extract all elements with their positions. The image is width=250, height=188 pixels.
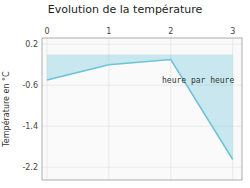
plot-background bbox=[42, 38, 242, 180]
y-tick-label: -1.4 bbox=[22, 122, 38, 131]
line bbox=[47, 60, 233, 160]
x-tick-label: 0 bbox=[44, 27, 49, 36]
grid bbox=[42, 38, 242, 180]
x-tick-label: 2 bbox=[168, 27, 173, 36]
y-tick-label: -2.2 bbox=[22, 163, 38, 172]
x-axis-label: heure par heure bbox=[162, 76, 234, 85]
x-tick-label: 3 bbox=[230, 27, 235, 36]
chart: 0.2 -0.6 -1.4 -2.2 0 1 2 3 Evolution de la tempé… bbox=[0, 0, 250, 188]
x-tick-label: 1 bbox=[106, 27, 111, 36]
y-axis-label: Température en °C bbox=[1, 71, 11, 148]
y-tick-label: -0.6 bbox=[22, 81, 38, 90]
grid-line bbox=[42, 167, 242, 168]
plot-frame bbox=[42, 38, 242, 180]
grid-line bbox=[42, 44, 242, 45]
marks bbox=[47, 54, 233, 159]
title: Evolution de la température bbox=[48, 3, 203, 16]
area bbox=[47, 54, 233, 159]
y-tick-label: 0.2 bbox=[25, 40, 38, 49]
